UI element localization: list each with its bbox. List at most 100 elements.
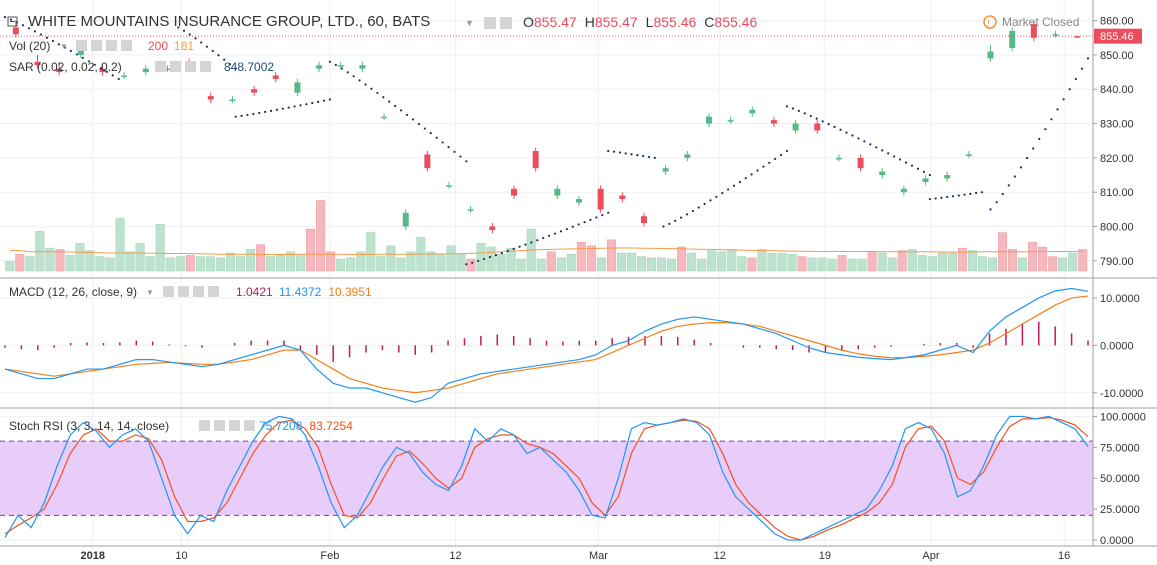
volume-bar <box>276 255 286 272</box>
candle <box>857 154 864 172</box>
volume-bar <box>225 252 235 272</box>
candle <box>662 164 669 176</box>
candle <box>34 54 41 69</box>
indicator-action-icons[interactable] <box>155 61 211 72</box>
sar-dot <box>1038 137 1041 141</box>
volume-bar <box>586 245 596 272</box>
sar-dot <box>3 16 7 19</box>
plus-icon[interactable] <box>106 40 117 51</box>
y-tick-label: 820.00 <box>1100 153 1134 165</box>
sar-dot <box>117 77 120 81</box>
chevron-down-icon[interactable]: ▼ <box>60 42 68 51</box>
volume-bar <box>386 245 396 272</box>
y-tick-label: 860.00 <box>1100 16 1134 28</box>
indicator-action-icons[interactable] <box>76 40 132 51</box>
sar-dot <box>662 225 665 228</box>
symbol-title[interactable]: WHITE MOUNTAINS INSURANCE GROUP, LTD., 6… <box>28 13 430 30</box>
sar-dot <box>105 70 108 73</box>
sar-dot <box>530 241 533 244</box>
sar-dot <box>1050 118 1053 121</box>
volume-legend[interactable]: Vol (20) ▼ 200 181 <box>9 39 194 53</box>
indicator-action-icons[interactable] <box>163 286 219 297</box>
gear-icon[interactable] <box>500 17 512 29</box>
gear-icon[interactable] <box>214 420 225 431</box>
chevron-down-icon[interactable]: ▼ <box>146 288 154 297</box>
sar-dot <box>601 214 604 217</box>
price-axis[interactable]: 790.00 800.00 810.00 820.00 830.00 840.00 850.… <box>1093 16 1146 547</box>
volume-bar <box>105 257 115 272</box>
plus-icon[interactable] <box>193 286 204 297</box>
volume-bar <box>677 246 687 272</box>
close-icon[interactable] <box>200 61 211 72</box>
volume-bar <box>917 255 927 272</box>
close-icon[interactable] <box>244 420 255 431</box>
y-tick-label: 50.0000 <box>1100 473 1140 485</box>
sar-legend[interactable]: SAR (0.02, 0.02, 0.2) 848.7002 <box>9 60 274 74</box>
collapse-legend-toggle[interactable] <box>7 16 18 27</box>
y-tick-label: 25.0000 <box>1100 504 1140 516</box>
volume-bar <box>1078 249 1088 272</box>
sar-dot <box>334 63 337 67</box>
eye-icon[interactable] <box>163 286 174 297</box>
eye-icon[interactable] <box>155 61 166 72</box>
volume-bar <box>967 250 977 272</box>
volume-bar <box>306 228 316 272</box>
eye-icon[interactable] <box>484 17 496 29</box>
plus-icon[interactable] <box>229 420 240 431</box>
chevron-down-icon[interactable]: ▼ <box>465 18 474 28</box>
stoch-k-line <box>4 415 1089 541</box>
sar-dot <box>744 177 747 180</box>
sar-dot <box>27 27 31 30</box>
volume-bar <box>1058 257 1068 272</box>
sar-dot <box>1086 57 1090 60</box>
macd-value: 11.4372 <box>279 285 322 299</box>
gear-icon[interactable] <box>170 61 181 72</box>
sar-dot <box>423 127 426 130</box>
x-tick-label: 16 <box>1058 550 1070 562</box>
x-tick-label: Mar <box>589 550 608 562</box>
y-tick-label: 810.00 <box>1100 187 1134 199</box>
sar-dot <box>293 105 296 108</box>
eye-icon[interactable] <box>199 420 210 431</box>
close-icon[interactable] <box>208 286 219 297</box>
macd-legend[interactable]: MACD (12, 26, close, 9) ▼ 1.0421 11.4372 1… <box>9 285 372 299</box>
sar-dot <box>618 151 621 154</box>
x-tick-label: Apr <box>922 550 939 562</box>
volume-bar <box>195 256 205 272</box>
sar-dot <box>364 83 367 86</box>
x-tick-label: 19 <box>819 550 831 562</box>
volume-bar <box>777 252 787 272</box>
volume-bar <box>25 256 35 272</box>
open-value: 855.47 <box>534 14 577 30</box>
gear-icon[interactable] <box>178 286 189 297</box>
volume-bar <box>546 251 556 272</box>
sar-dot <box>405 113 409 117</box>
time-axis[interactable]: 2018 10 Feb 12 Mar 12 19 Apr 16 <box>80 550 1070 562</box>
indicator-action-icons[interactable] <box>199 420 255 431</box>
close-icon[interactable] <box>121 40 132 51</box>
sar-dot <box>506 249 509 253</box>
sar-dot <box>269 109 273 112</box>
eye-icon[interactable] <box>76 40 87 51</box>
market-status[interactable]: ! Market Closed <box>983 15 1079 29</box>
sar-dot <box>756 169 759 172</box>
sar-dot <box>922 170 926 173</box>
sar-dot <box>750 173 753 176</box>
sar-dot <box>33 30 37 33</box>
gear-icon[interactable] <box>91 40 102 51</box>
sar-dot <box>111 74 114 77</box>
plus-icon[interactable] <box>185 61 196 72</box>
volume-bar <box>707 250 717 272</box>
sar-dot <box>989 208 992 211</box>
candle <box>489 223 496 234</box>
volume-bar <box>85 250 95 272</box>
sar-dot <box>182 29 186 32</box>
sar-dot <box>980 191 983 194</box>
high-label: H <box>585 14 595 30</box>
volume-bar <box>125 251 135 272</box>
sar-dot <box>93 63 96 66</box>
stoch-legend[interactable]: Stoch RSI (3, 3, 14, 14, close) 75.7208 8… <box>9 419 353 433</box>
sar-dot <box>488 255 492 259</box>
symbol-legend[interactable]: WHITE MOUNTAINS INSURANCE GROUP, LTD., 6… <box>7 13 757 30</box>
volume-bar <box>747 257 757 272</box>
